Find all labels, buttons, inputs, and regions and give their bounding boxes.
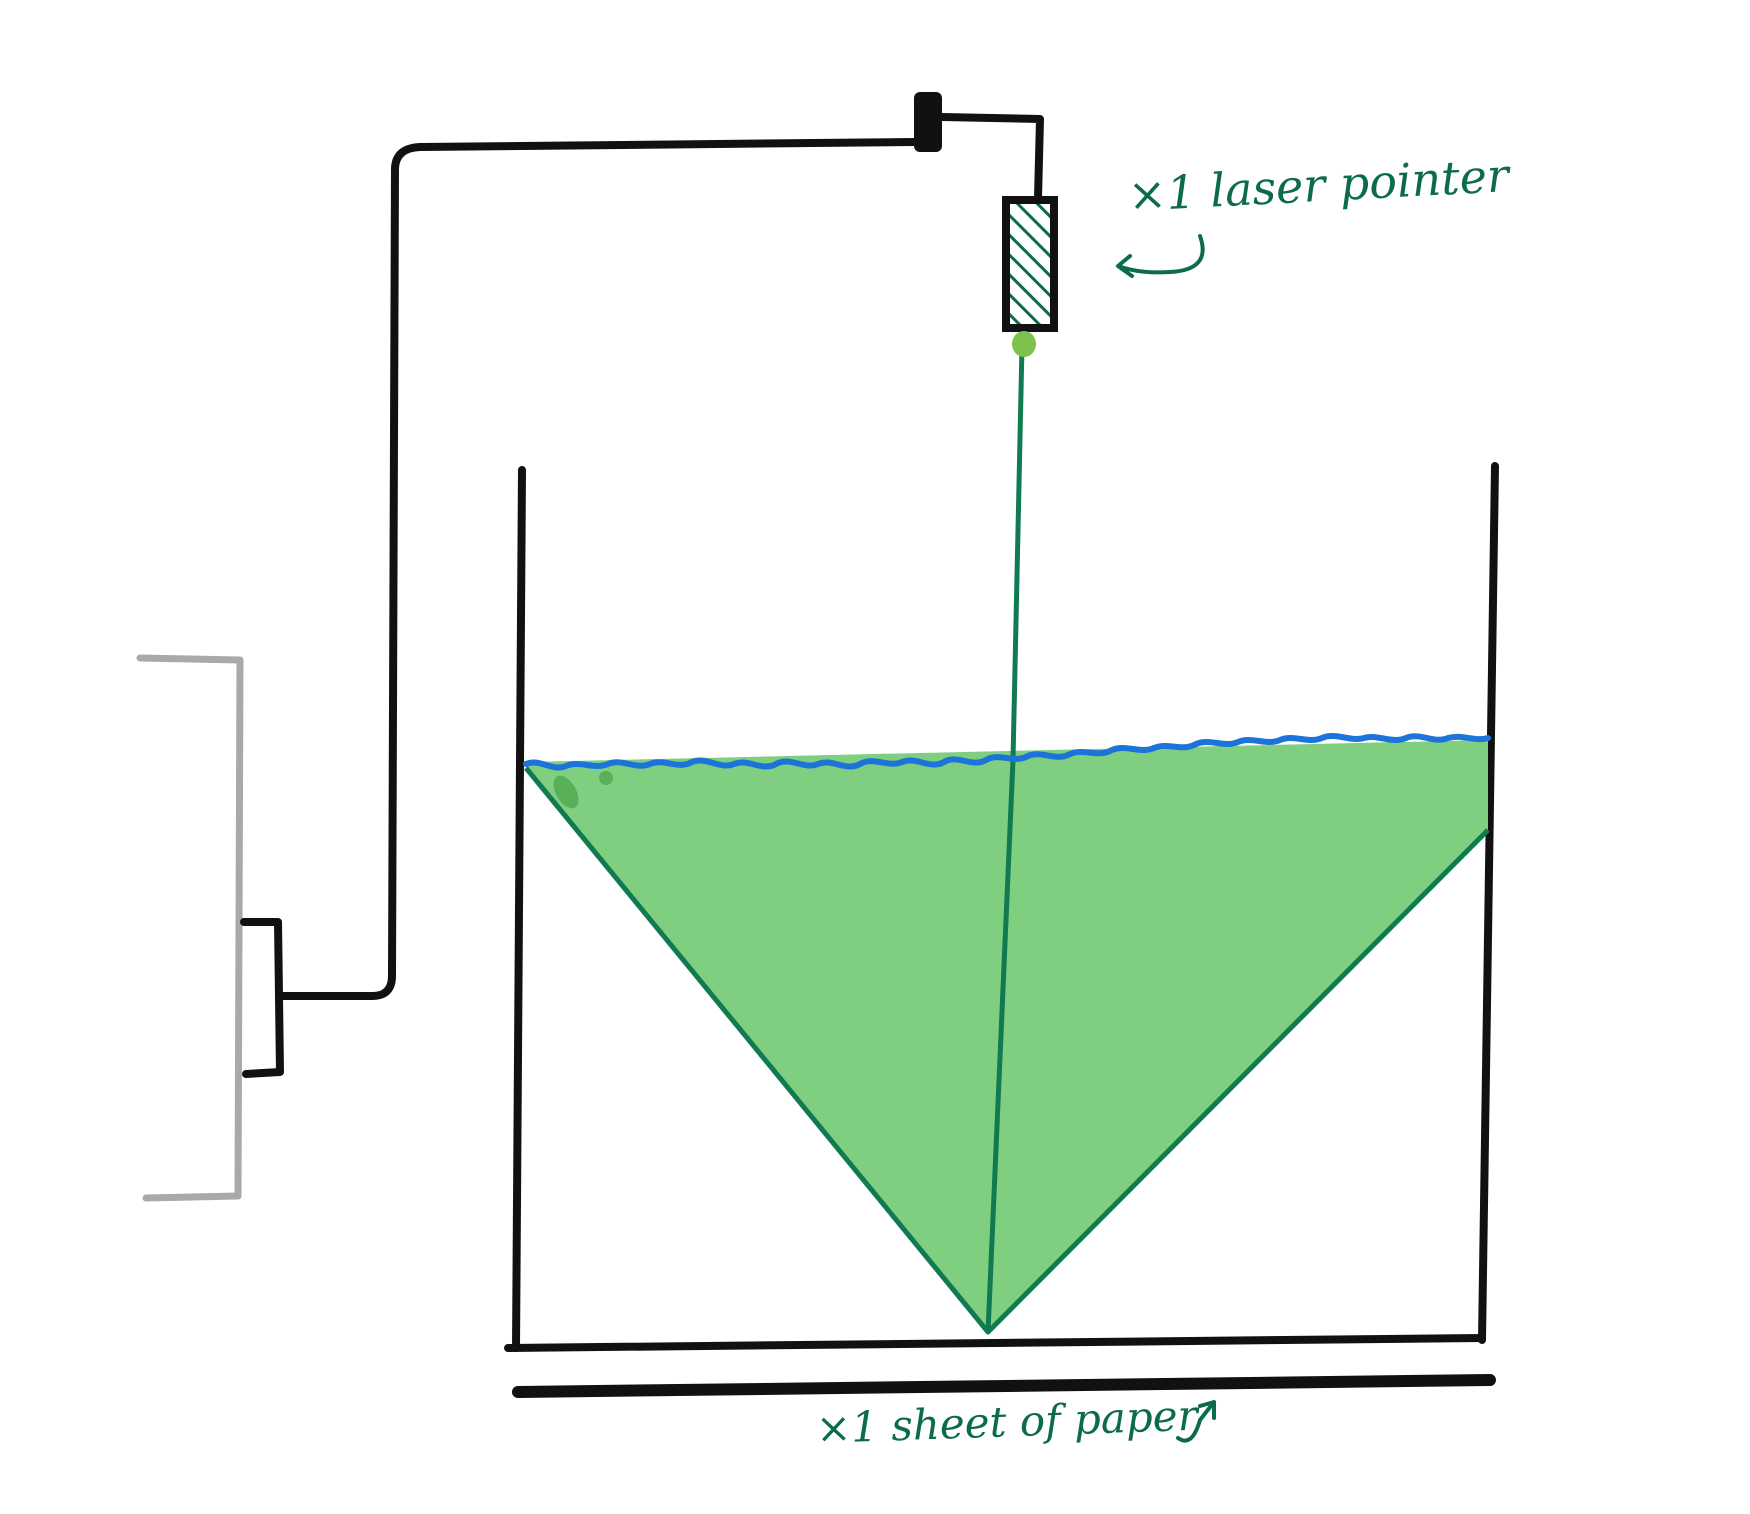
support-arm: [278, 138, 918, 1000]
water-surface: [523, 733, 1491, 771]
droplet-dot: [599, 771, 613, 785]
stand-clamp: [240, 918, 284, 1078]
paper-arrow-icon: [1176, 1400, 1216, 1443]
tank-left-wall: [512, 466, 526, 1352]
laser-hanger: [938, 113, 1044, 202]
stand-bracket: [136, 654, 244, 1202]
cone-right-edge: [986, 828, 1490, 1334]
laser-dot: [1012, 331, 1036, 357]
paper-sheet: [512, 1374, 1496, 1398]
laser-pointer: [1002, 196, 1058, 332]
tank-right-wall: [1478, 462, 1499, 1344]
laser-arrow-icon: [1116, 234, 1205, 278]
tank-floor: [504, 1334, 1486, 1352]
droplet-mark: [553, 775, 579, 809]
light-cone: [526, 740, 1488, 1332]
cone-left-edge: [524, 766, 990, 1334]
arm-clip: [914, 92, 942, 152]
